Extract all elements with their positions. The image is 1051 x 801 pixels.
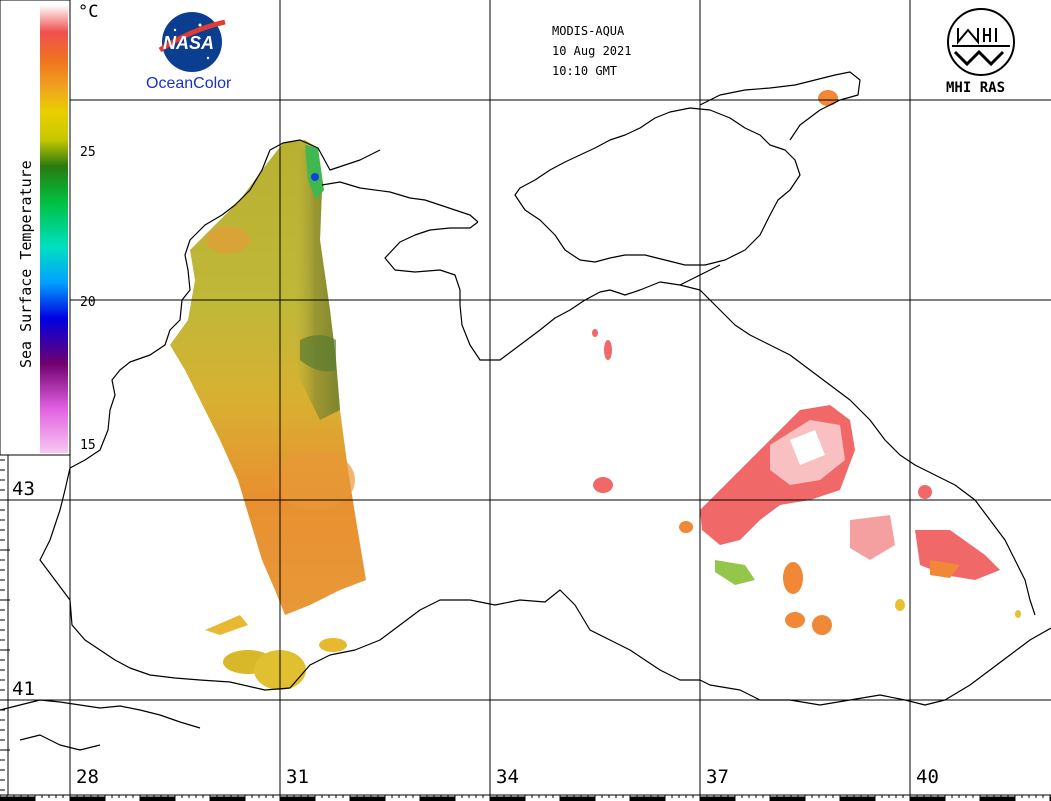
ruler-band <box>69 796 106 801</box>
ruler-band <box>279 796 316 801</box>
ruler-band <box>699 796 736 801</box>
sst-swath-west <box>170 140 366 690</box>
bottom-ruler <box>0 794 1051 801</box>
lat-label-43: 43 <box>12 478 35 500</box>
lon-label-31: 31 <box>286 766 309 788</box>
coastline <box>0 71 1051 751</box>
time-label: 10:10 GMT <box>552 64 618 78</box>
date-label: 10 Aug 2021 <box>552 44 632 58</box>
lon-label-34: 34 <box>496 766 519 788</box>
ruler-band <box>909 796 946 801</box>
ruler-band <box>559 796 596 801</box>
nasa-logo-text: NASA <box>163 33 215 53</box>
colorbar-tick-20: 20 <box>80 295 96 310</box>
lon-label-37: 37 <box>706 766 729 788</box>
lon-label-40: 40 <box>916 766 939 788</box>
ruler-band <box>209 796 246 801</box>
ruler-band <box>489 796 526 801</box>
nasa-logo <box>158 12 226 72</box>
colorbar-title: Sea Surface Temperature <box>17 160 35 368</box>
lat-label-41: 41 <box>12 678 35 700</box>
colorbar-gradient <box>40 5 68 453</box>
colorbar-tick-25: 25 <box>80 145 96 160</box>
ruler-band <box>979 796 1016 801</box>
colorbar-tick-15: 15 <box>80 438 96 453</box>
ruler-band <box>629 796 666 801</box>
mhi-ras-label: MHI RAS <box>946 80 1006 96</box>
lon-label-28: 28 <box>76 766 99 788</box>
sst-patches-east <box>592 90 1021 635</box>
colorbar-unit: °C <box>78 2 99 22</box>
ruler-band <box>349 796 386 801</box>
ruler-band <box>769 796 806 801</box>
mhi-logo <box>947 8 1015 76</box>
ruler-band <box>419 796 456 801</box>
oceancolor-label: OceanColor <box>146 75 232 92</box>
colorbar <box>0 0 71 456</box>
ruler-band <box>139 796 176 801</box>
ruler-band <box>0 796 36 801</box>
ruler-band <box>839 796 876 801</box>
satellite-label: MODIS-AQUA <box>552 24 625 38</box>
